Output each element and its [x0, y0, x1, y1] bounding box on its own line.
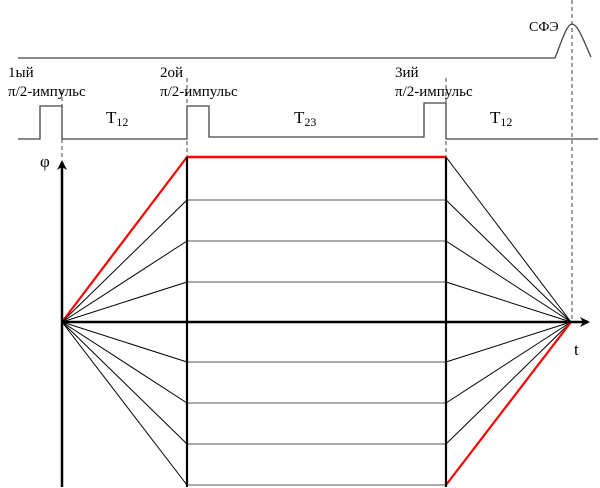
pulse2-label-type: π/2-импульс [160, 84, 238, 100]
pulse2-label-number: 2ой [160, 65, 184, 81]
pulse1-label-number: 1ый [8, 65, 34, 81]
rephasing-line [445, 156, 572, 323]
echo-signal-trace [18, 23, 592, 59]
rephasing-line [445, 281, 572, 323]
dephasing-line [61, 321, 188, 404]
dephasing-line [61, 321, 188, 445]
pulse2-label: 2ой π/2-импульс [160, 64, 238, 102]
rephasing-line [445, 321, 572, 363]
pulse3-label: 3ий π/2-импульс [395, 64, 473, 102]
interval-t12-first: T12 [106, 108, 129, 129]
dephasing-line [61, 199, 188, 323]
dephasing-line [61, 321, 188, 486]
dephasing-line [61, 281, 188, 323]
echo-label: СФЭ [529, 20, 559, 35]
pulse3-label-type: π/2-импульс [395, 84, 473, 100]
rephasing-line-highlight [445, 321, 572, 486]
dephasing-line [61, 240, 188, 323]
pulse3-label-number: 3ий [395, 65, 419, 81]
rephasing-line [445, 240, 572, 323]
pulse1-label: 1ый π/2-импульс [8, 64, 86, 102]
rephasing-line [445, 321, 572, 404]
rephasing-line [445, 199, 572, 323]
dephasing-line [61, 321, 188, 363]
dephasing-line-highlight [61, 156, 188, 323]
pulse-sequence-trace [18, 102, 598, 140]
phi-axis-label: φ [40, 152, 50, 171]
rephasing-line [445, 321, 572, 445]
interval-t12-second: T12 [490, 108, 513, 129]
pulse1-label-type: π/2-импульс [8, 84, 86, 100]
t-axis-label: t [574, 340, 579, 359]
interval-t23: T23 [294, 108, 317, 129]
